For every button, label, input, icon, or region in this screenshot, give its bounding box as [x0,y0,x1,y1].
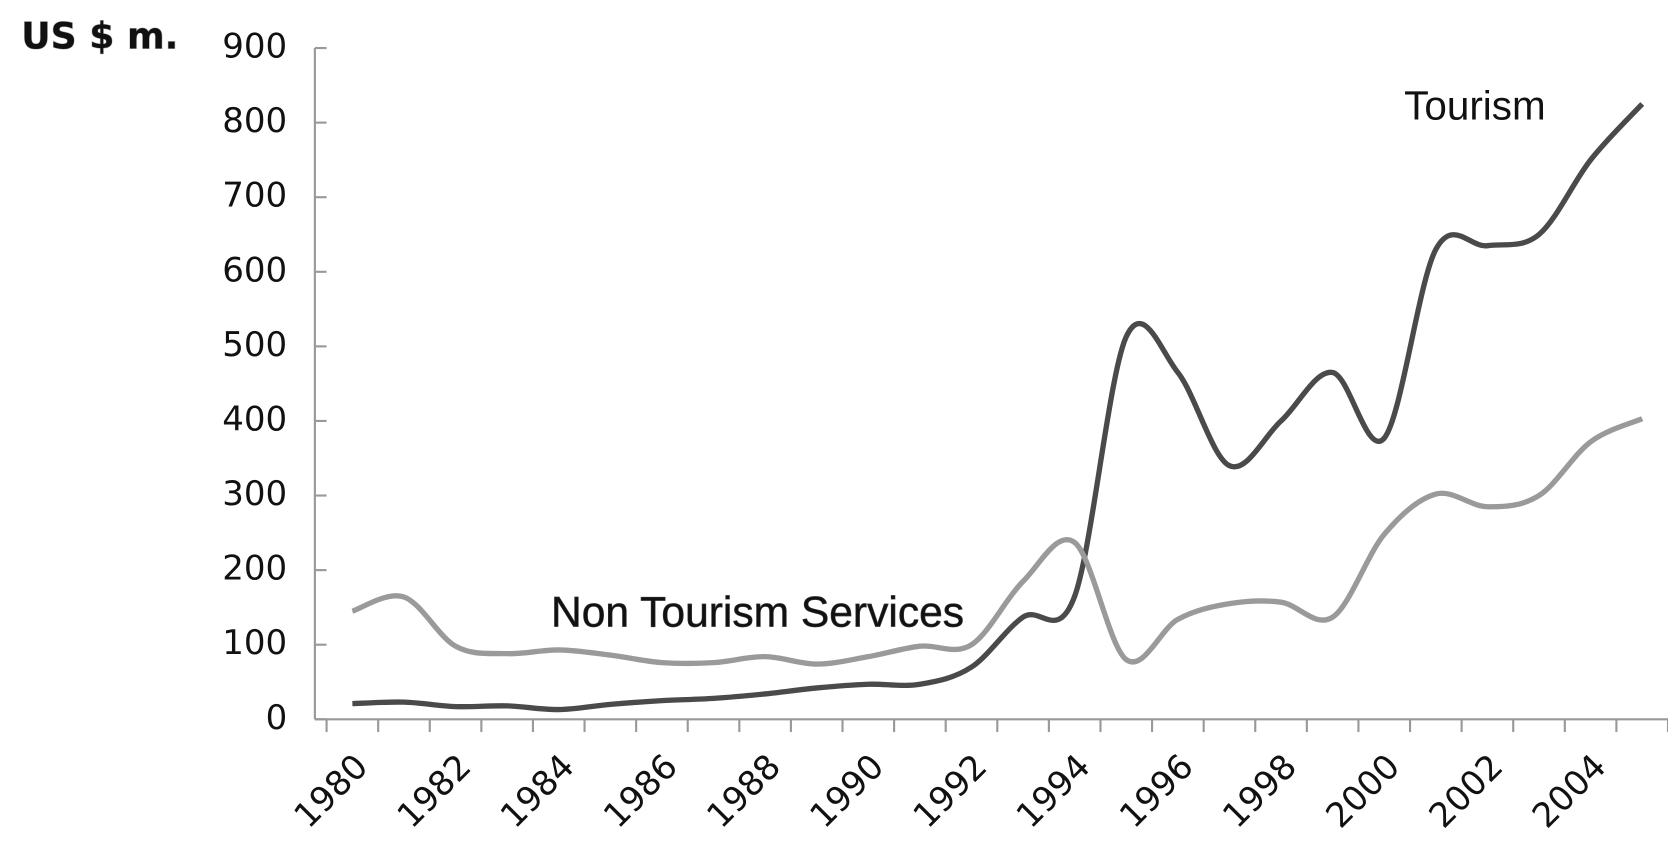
series-label: Tourism [1404,82,1545,128]
y-tick-label: 500 [222,325,287,365]
series-label: Non Tourism Services [551,588,964,636]
x-tick-label: 2004 [1525,747,1615,837]
y-axis-label: US $ m. [21,14,178,57]
series-line [352,102,1645,713]
y-tick-label: 600 [222,250,287,290]
series-line [351,416,1644,667]
x-tick-label: 1990 [802,747,892,837]
y-tick-label: 800 [222,101,287,141]
y-tick-label: 0 [266,698,288,738]
x-tick-label: 1994 [1009,747,1099,837]
y-tick-label: 400 [222,399,287,439]
x-tick-label: 1992 [906,747,996,837]
y-tick-label: 200 [222,549,287,589]
x-tick-label: 1988 [699,747,789,837]
y-tick-label: 100 [222,623,287,663]
x-tick-label: 1996 [1112,747,1202,837]
x-tick-label: 2000 [1318,747,1408,837]
y-tick-label: 300 [222,474,287,514]
x-tick-label: 2002 [1422,747,1512,837]
x-tick-label: 1980 [287,747,377,837]
y-tick-label: 700 [222,176,287,216]
x-tick-label: 1998 [1215,747,1305,837]
x-tick-label: 1982 [390,747,480,837]
y-tick-label: 900 [222,27,287,67]
x-tick-label: 1984 [493,747,583,837]
x-tick-label: 1986 [596,747,686,837]
